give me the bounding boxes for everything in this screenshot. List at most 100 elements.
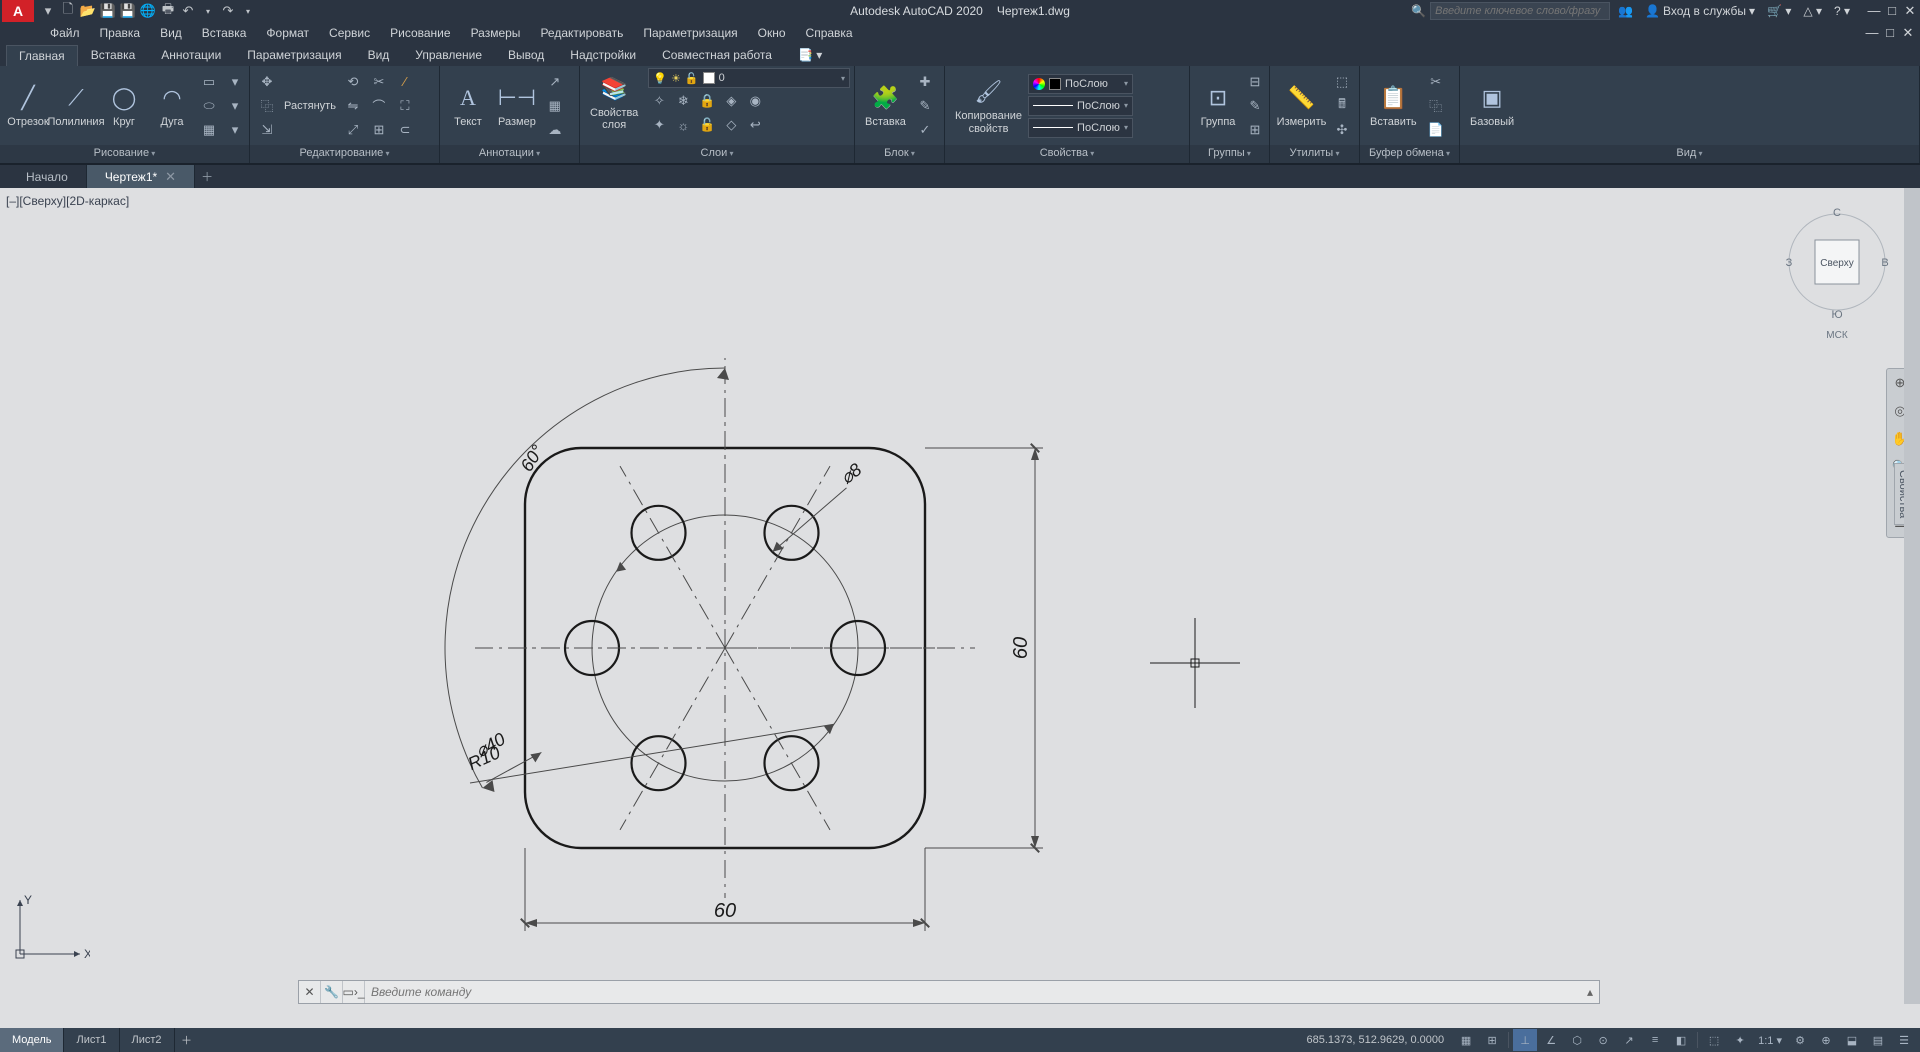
base-view-button[interactable]: ▣Базовый	[1464, 80, 1520, 130]
attr-icon[interactable]: ✓	[914, 119, 936, 141]
layer-iso-icon[interactable]: ◈	[720, 90, 742, 112]
open-icon[interactable]: 📂	[78, 1, 98, 21]
lwt-icon[interactable]: ≡	[1643, 1029, 1667, 1051]
menu-file[interactable]: Файл	[40, 22, 90, 44]
drawing-area[interactable]: [–][Сверху][2D-каркас] 606060°⌀40⌀8R10 С…	[0, 188, 1920, 1028]
cmdline-expand-icon[interactable]: ▴	[1581, 985, 1599, 999]
redo-icon[interactable]: ↷	[218, 1, 238, 21]
erase-icon[interactable]: ∕	[394, 71, 416, 93]
group-edit-icon[interactable]: ✎	[1244, 95, 1266, 117]
layer-thaw-icon[interactable]: ☼	[672, 114, 694, 136]
menu-help[interactable]: Справка	[796, 22, 863, 44]
dd3-icon[interactable]: ▾	[224, 119, 246, 141]
measure-button[interactable]: 📏Измерить	[1274, 80, 1329, 130]
doc-maximize-icon[interactable]: □	[1882, 25, 1898, 41]
tab-addins[interactable]: Надстройки	[557, 44, 649, 66]
app-logo[interactable]: A	[2, 0, 34, 22]
polar-icon[interactable]: ∠	[1539, 1029, 1563, 1051]
tab-featured[interactable]: 📑 ▾	[785, 44, 835, 66]
help-search-input[interactable]	[1430, 2, 1610, 20]
close-icon[interactable]: ✕	[1902, 3, 1918, 19]
trim-icon[interactable]: ✂	[368, 71, 390, 93]
qprop-icon[interactable]: ▤	[1866, 1029, 1890, 1051]
text-button[interactable]: AТекст	[444, 80, 492, 130]
units-icon[interactable]: ⬓	[1840, 1029, 1864, 1051]
leader-icon[interactable]: ↗	[544, 71, 566, 93]
redo-dd-icon[interactable]: ▾	[238, 1, 258, 21]
signin-button[interactable]: 👤 Вход в службы ▾	[1641, 4, 1759, 18]
panel-view-title[interactable]: Вид	[1460, 145, 1919, 163]
command-line[interactable]: ✕ 🔧 ▭›_ ▴	[298, 980, 1600, 1004]
explode-icon[interactable]: ⛶	[394, 95, 416, 117]
lineweight-dropdown[interactable]: ПоСлою	[1028, 96, 1133, 116]
menu-modify[interactable]: Редактировать	[530, 22, 633, 44]
command-input[interactable]	[365, 985, 1581, 999]
cloud-icon[interactable]: ☁	[544, 119, 566, 141]
ellipse-icon[interactable]: ⬭	[198, 95, 220, 117]
layout-tab-sheet2[interactable]: Лист2	[120, 1028, 175, 1052]
layer-properties-button[interactable]: 📚Свойства слоя	[584, 71, 644, 133]
a360-icon[interactable]: 👥	[1614, 4, 1637, 18]
otrack-icon[interactable]: ↗	[1617, 1029, 1641, 1051]
layer-match-icon[interactable]: ◉	[744, 90, 766, 112]
layout-tab-model[interactable]: Модель	[0, 1028, 64, 1052]
hatch-icon[interactable]: ▦	[198, 119, 220, 141]
save-icon[interactable]: 💾	[98, 1, 118, 21]
color-dropdown[interactable]: ПоСлою	[1028, 74, 1133, 94]
qat-menu-icon[interactable]: ▾	[38, 1, 58, 21]
tab-home[interactable]: Главная	[6, 45, 78, 66]
tab-view[interactable]: Вид	[355, 44, 403, 66]
tab-output[interactable]: Вывод	[495, 44, 557, 66]
offset-icon[interactable]: ⊂	[394, 119, 416, 141]
plot-icon[interactable]: 🖶	[158, 1, 178, 21]
help-icon[interactable]: ? ▾	[1830, 4, 1854, 18]
menu-draw[interactable]: Рисование	[380, 22, 460, 44]
point-icon[interactable]: ✣	[1331, 119, 1353, 141]
polyline-button[interactable]: ⟋Полилиния	[52, 80, 100, 130]
panel-block-title[interactable]: Блок	[855, 145, 944, 163]
menu-edit[interactable]: Правка	[90, 22, 151, 44]
array-icon[interactable]: ⊞	[368, 119, 390, 141]
annomonitor-icon[interactable]: ⊕	[1814, 1029, 1838, 1051]
rect-icon[interactable]: ▭	[198, 71, 220, 93]
cut-icon[interactable]: ✂	[1425, 71, 1447, 93]
menu-window[interactable]: Окно	[748, 22, 796, 44]
create-block-icon[interactable]: ✚	[914, 71, 936, 93]
autodesk-icon[interactable]: △ ▾	[1799, 4, 1826, 18]
layer-lock-icon[interactable]: 🔒	[696, 90, 718, 112]
scale-icon[interactable]: ⤢	[342, 119, 364, 141]
tab-annotate[interactable]: Аннотации	[148, 44, 234, 66]
maximize-icon[interactable]: □	[1884, 3, 1900, 19]
undo-icon[interactable]: ↶	[178, 1, 198, 21]
transparency-icon[interactable]: ◧	[1669, 1029, 1693, 1051]
copy-clip-icon[interactable]: ⿻	[1425, 95, 1447, 117]
layer-on-icon[interactable]: ✦	[648, 114, 670, 136]
panel-clip-title[interactable]: Буфер обмена	[1360, 145, 1459, 163]
cmdline-close-icon[interactable]: ✕	[299, 981, 321, 1003]
group-sel-icon[interactable]: ⊞	[1244, 119, 1266, 141]
layer-unlock-icon[interactable]: 🔓	[696, 114, 718, 136]
layout-tab-sheet1[interactable]: Лист1	[64, 1028, 119, 1052]
rotate-icon[interactable]: ⟲	[342, 71, 364, 93]
layer-freeze-icon[interactable]: ❄	[672, 90, 694, 112]
menu-parametric[interactable]: Параметризация	[633, 22, 747, 44]
snap-icon[interactable]: ⊞	[1480, 1029, 1504, 1051]
dimension-button[interactable]: ⊢⊣Размер	[492, 80, 542, 130]
cmdline-config-icon[interactable]: 🔧	[321, 981, 343, 1003]
tab-collab[interactable]: Совместная работа	[649, 44, 785, 66]
dd1-icon[interactable]: ▾	[224, 71, 246, 93]
gizmo-icon[interactable]: ✦	[1728, 1029, 1752, 1051]
fillet-icon[interactable]: ⌒	[368, 95, 390, 117]
layer-dropdown[interactable]: 💡☀🔓 0	[648, 68, 850, 88]
ortho-icon[interactable]: ⊥	[1513, 1029, 1537, 1051]
panel-props-title[interactable]: Свойства	[945, 145, 1189, 163]
menu-tools[interactable]: Сервис	[319, 22, 380, 44]
panel-layers-title[interactable]: Слои	[580, 145, 854, 163]
filetab-close-icon[interactable]: ✕	[165, 169, 176, 185]
tab-insert[interactable]: Вставка	[78, 44, 149, 66]
calc-icon[interactable]: 🖩	[1331, 95, 1353, 117]
panel-utils-title[interactable]: Утилиты	[1270, 145, 1359, 163]
grid-icon[interactable]: ▦	[1454, 1029, 1478, 1051]
group-button[interactable]: ⊡Группа	[1194, 80, 1242, 130]
tab-manage[interactable]: Управление	[402, 44, 495, 66]
